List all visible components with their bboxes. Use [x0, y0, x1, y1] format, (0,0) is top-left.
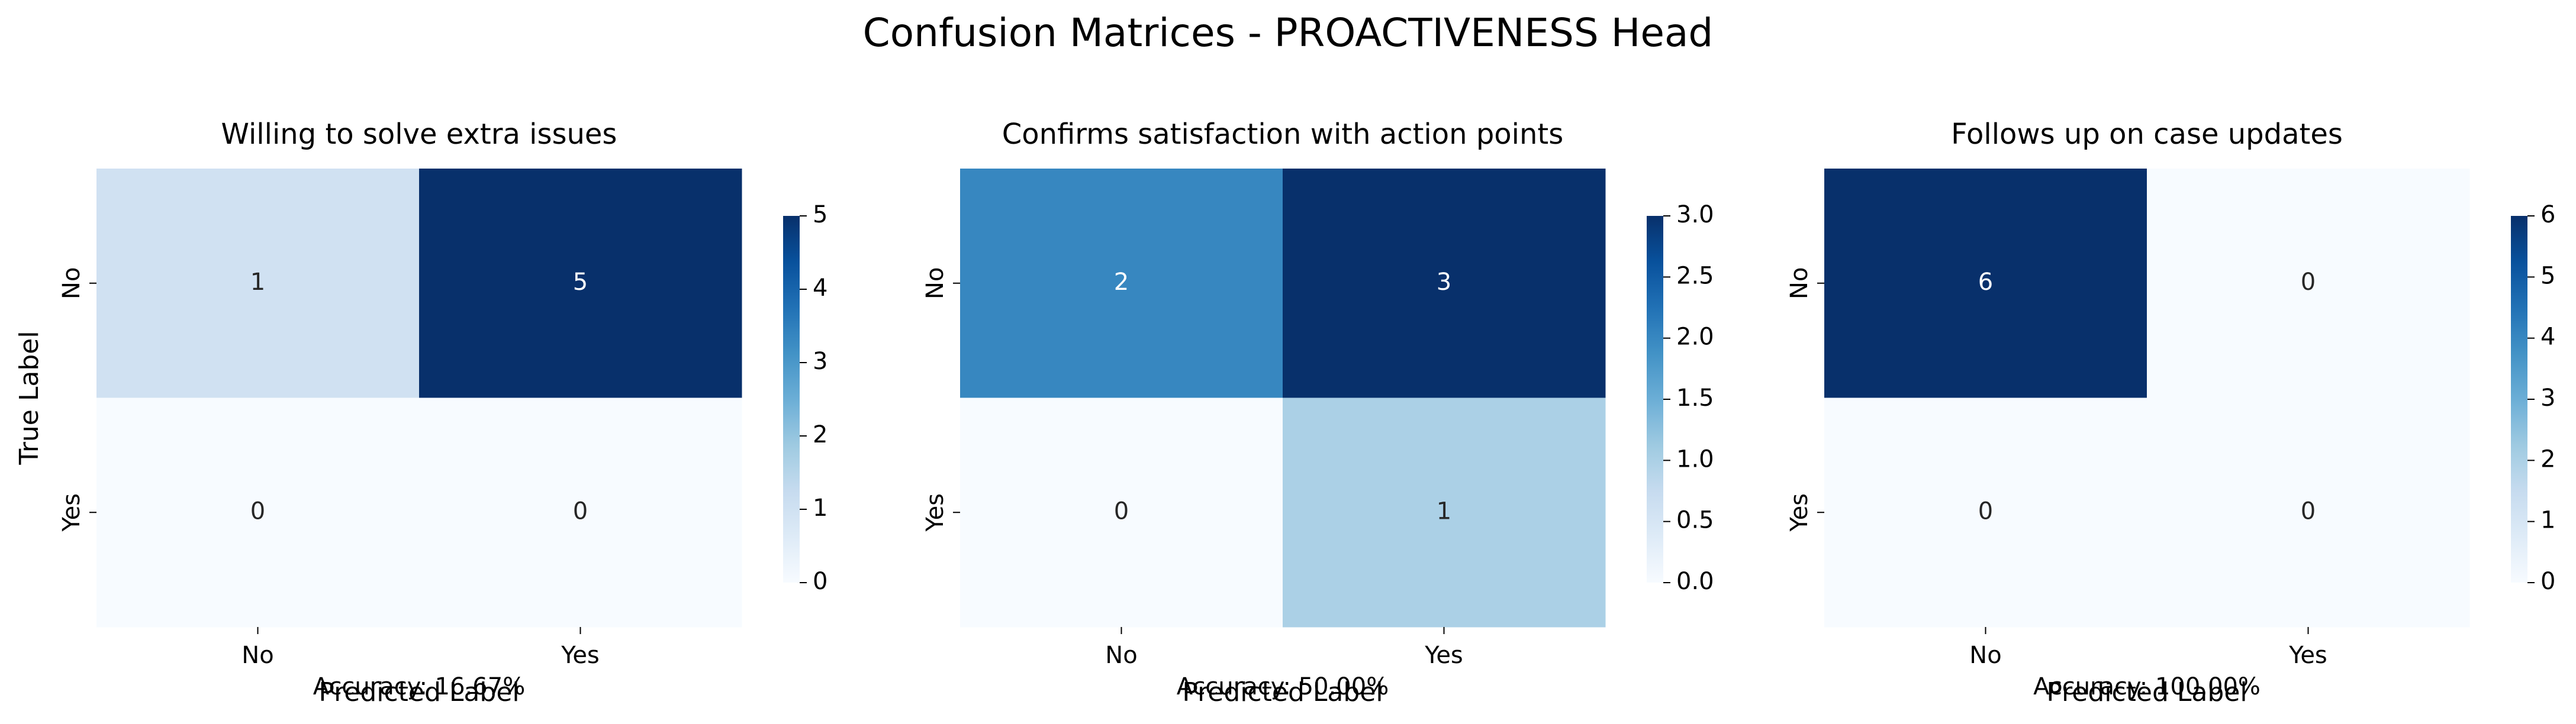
cell-value-label: 2 — [1114, 269, 1129, 296]
heatmap-cell — [960, 169, 1283, 398]
accuracy-label: Accuracy: 16.67% — [313, 673, 525, 700]
cell-value-label: 0 — [2301, 269, 2316, 296]
heatmap-cell — [1824, 169, 2147, 398]
colorbar-tick-label: 3 — [813, 348, 827, 375]
colorbar — [783, 216, 800, 583]
heatmap-cell — [419, 397, 742, 628]
heatmap-cell — [1283, 169, 1606, 398]
heatmap-panel-1: Willing to solve extra issues 1 5 0 0 No Yes No… — [14, 118, 827, 707]
y-tick-label: Yes — [922, 493, 949, 532]
colorbar-tick-label: 3 — [2540, 384, 2555, 412]
heatmap-cell — [2147, 397, 2470, 628]
y-tick-label: No — [922, 267, 949, 299]
colorbar-tick-label: 0.0 — [1676, 568, 1714, 595]
x-axis-label: Predicted Label — [318, 677, 519, 707]
subplot-title: Confirms satisfaction with action points — [1002, 118, 1563, 151]
colorbar-tick-label: 2 — [813, 421, 827, 448]
heatmap-panels: Willing to solve extra issues 1 5 0 0 No Yes No… — [14, 118, 2555, 707]
colorbar-tick-label: 1 — [813, 494, 827, 522]
heatmap-cell — [2147, 169, 2470, 398]
colorbar-tick-label: 3.0 — [1676, 201, 1714, 228]
x-tick-label: No — [242, 642, 273, 669]
x-tick-label: No — [1105, 642, 1137, 669]
x-tick-label: Yes — [561, 642, 600, 669]
y-axis-label: True Label — [14, 331, 44, 465]
colorbar-tick-label: 2 — [2540, 445, 2555, 473]
colorbar — [2511, 216, 2527, 583]
colorbar-tick-label: 1.0 — [1676, 445, 1714, 473]
x-axis-label: Predicted Label — [2046, 677, 2247, 707]
cell-value-label: 0 — [573, 497, 588, 525]
heatmap-cell — [419, 169, 742, 398]
accuracy-label: Accuracy: 50.00% — [1177, 673, 1389, 700]
heatmap-panel-2: Confirms satisfaction with action points… — [922, 118, 1714, 707]
y-tick-label: Yes — [1786, 493, 1813, 532]
x-tick-label: Yes — [1424, 642, 1463, 669]
colorbar-tick-label: 5 — [2540, 262, 2555, 289]
heatmap-cell — [960, 397, 1283, 628]
colorbar-tick-label: 1 — [2540, 507, 2555, 534]
y-tick-label: No — [58, 267, 85, 299]
colorbar-tick-label: 1.5 — [1676, 384, 1714, 412]
cell-value-label: 3 — [1437, 269, 1451, 296]
colorbar-tick-label: 4 — [2540, 324, 2555, 351]
colorbar-tick-label: 6 — [2540, 201, 2555, 228]
cell-value-label: 0 — [250, 497, 265, 525]
colorbar — [1647, 216, 1663, 583]
subplot-title: Willing to solve extra issues — [221, 118, 617, 151]
colorbar-tick-label: 2.5 — [1676, 262, 1714, 289]
colorbar-tick-label: 4 — [813, 274, 827, 302]
x-tick-label: Yes — [2288, 642, 2327, 669]
accuracy-label: Accuracy: 100.00% — [2033, 673, 2261, 700]
cell-value-label: 1 — [250, 269, 265, 296]
x-axis-label: Predicted Label — [1182, 677, 1383, 707]
x-tick-label: No — [1969, 642, 2001, 669]
figure-title: Confusion Matrices - PROACTIVENESS Head — [863, 10, 1714, 56]
y-tick-label: Yes — [58, 493, 85, 532]
y-tick-label: No — [1786, 267, 1813, 299]
cell-value-label: 6 — [1978, 269, 1993, 296]
heatmap-cell — [96, 169, 420, 398]
colorbar-tick-label: 0 — [813, 568, 827, 595]
heatmap-panel-3: Follows up on case updates 6 0 0 0 No Yes No Yes… — [1786, 118, 2555, 707]
cell-value-label: 0 — [1978, 497, 1993, 525]
cell-value-label: 1 — [1437, 497, 1451, 525]
colorbar-tick-label: 2.0 — [1676, 324, 1714, 351]
colorbar-tick-label: 0.5 — [1676, 507, 1714, 534]
colorbar-tick-label: 0 — [2540, 568, 2555, 595]
heatmap-cell — [1824, 397, 2147, 628]
cell-value-label: 5 — [573, 269, 588, 296]
subplot-title: Follows up on case updates — [1951, 118, 2343, 151]
heatmap-cell — [96, 397, 420, 628]
heatmap-cell — [1283, 397, 1606, 628]
cell-value-label: 0 — [1114, 497, 1129, 525]
cell-value-label: 0 — [2301, 497, 2316, 525]
colorbar-tick-label: 5 — [813, 201, 827, 228]
